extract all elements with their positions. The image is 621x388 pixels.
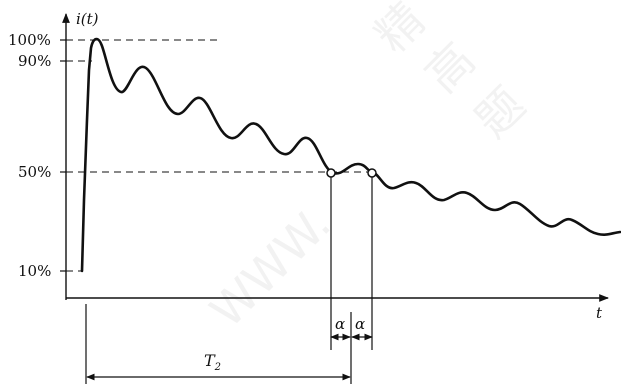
alpha-label-left: α xyxy=(335,315,345,333)
x-axis-label: t xyxy=(596,304,603,322)
current-waveform xyxy=(80,37,621,273)
watermark-text-4: 题 xyxy=(465,77,536,148)
watermark-text-1: WWW. xyxy=(200,197,341,338)
watermark-text-3: 高 xyxy=(415,32,486,103)
y-axis-label: i(t) xyxy=(76,10,99,28)
y-tick-label-100: 100% xyxy=(8,31,51,49)
t2-label: T2 xyxy=(204,351,221,373)
y-tick-label-50: 50% xyxy=(18,163,51,181)
alpha-label-right: α xyxy=(355,315,365,333)
crossing-point-right xyxy=(367,168,377,178)
t2-label-sub: 2 xyxy=(214,362,221,373)
y-tick-label-10: 10% xyxy=(18,262,51,280)
crossing-point-left xyxy=(326,168,336,178)
y-tick-label-90: 90% xyxy=(18,52,51,70)
t2-label-main: T xyxy=(204,351,216,370)
